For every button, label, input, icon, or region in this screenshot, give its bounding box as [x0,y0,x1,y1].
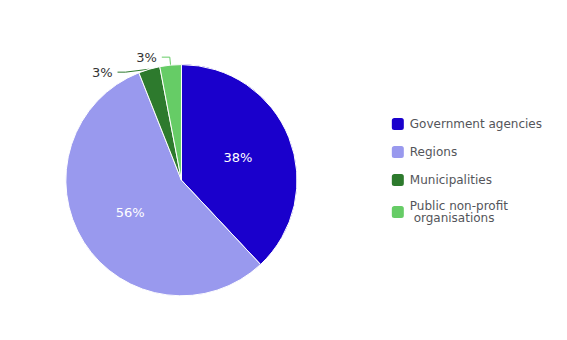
svg-text:Government agencies: Government agencies [410,117,542,131]
svg-text:3%: 3% [136,50,157,65]
svg-text:Regions: Regions [410,145,457,159]
svg-text:organisations: organisations [410,211,495,225]
svg-text:Public non-profit: Public non-profit [409,199,508,213]
svg-text:3%: 3% [92,65,113,80]
svg-text:56%: 56% [116,205,145,220]
svg-text:38%: 38% [224,150,253,165]
svg-text:Municipalities: Municipalities [410,173,492,187]
